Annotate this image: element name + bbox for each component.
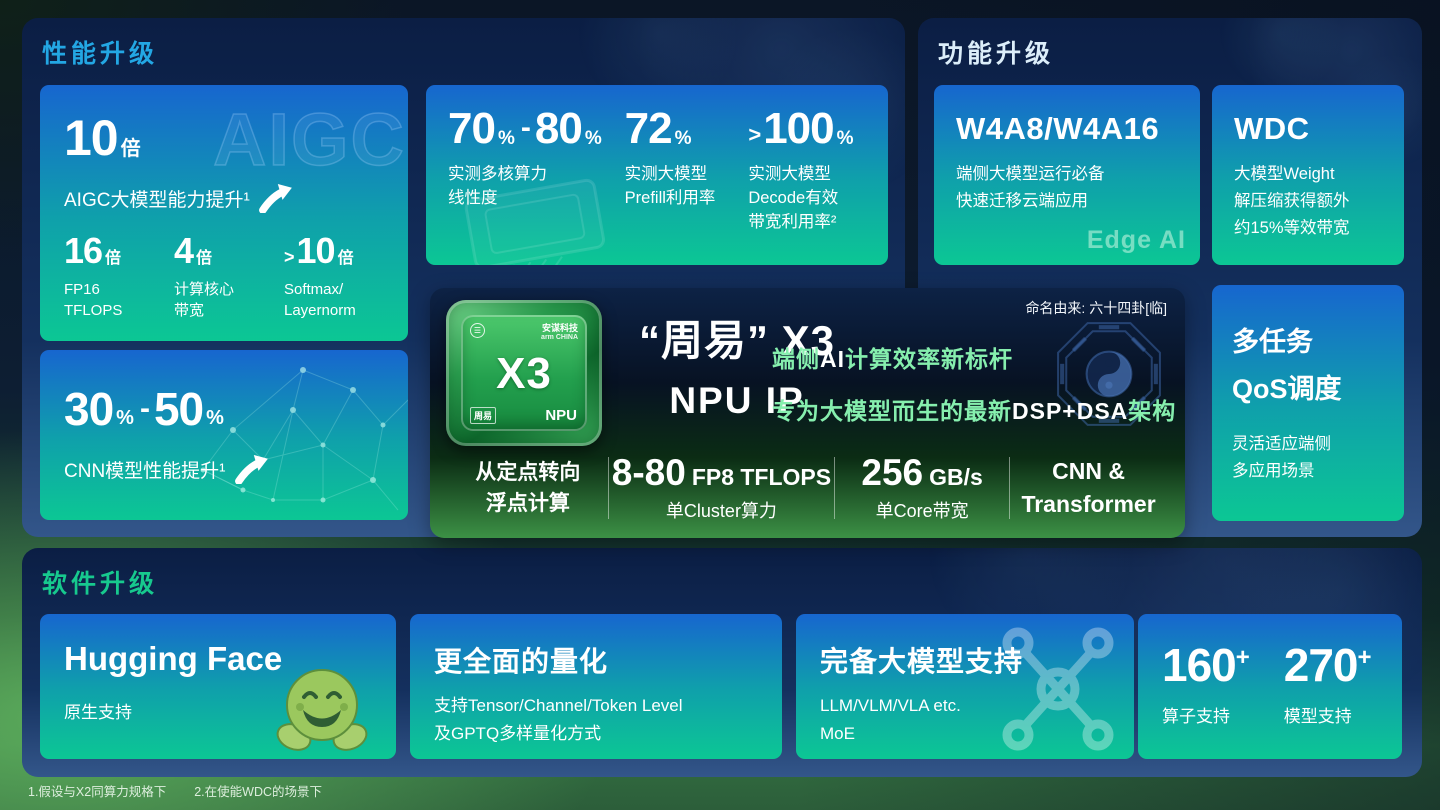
counts-row: 160 + 算子支持 270 + 模型支持 xyxy=(1162,642,1372,727)
chip-watermark xyxy=(464,178,606,265)
stat-divider xyxy=(834,457,836,519)
quantization-body: 支持Tensor/Channel/Token Level 及GPTQ多样量化方式 xyxy=(434,696,683,744)
big-model-body: LLM/VLM/VLA etc. MoE xyxy=(820,696,961,744)
stat-divider xyxy=(607,457,609,519)
big-model-title: 完备大模型支持 xyxy=(820,646,1024,677)
chip-brand: 安谋科技 arm CHINA xyxy=(541,323,578,342)
stat-float-computing: 从定点转向 浮点计算 xyxy=(475,460,581,516)
hugging-face-title: Hugging Face xyxy=(64,640,283,677)
qos-body: 灵活适应端侧 多应用场景 xyxy=(1232,435,1331,481)
cnn-uplift-card: 30% -50% CNN模型性能提升¹ xyxy=(40,350,408,520)
quantization-card: 更全面的量化 支持Tensor/Channel/Token Level 及GPT… xyxy=(410,614,782,759)
wdc-body: 大模型Weight 解压缩获得额外 约15%等效带宽 xyxy=(1234,165,1350,238)
footnotes: 1.假设与X2同算力规格下 2.在使能WDC的场景下 xyxy=(28,781,350,800)
stat-fp16: 16 倍 FP16 TFLOPS xyxy=(64,230,123,320)
chip-zhouyi-label: 周易 xyxy=(470,407,497,424)
chip-x3-label: X3 xyxy=(496,349,552,398)
tagline-2: 专为大模型而生的最新DSP+DSA架构 xyxy=(772,398,1177,424)
wdc-card: WDC 大模型Weight 解压缩获得额外 约15%等效带宽 xyxy=(1212,85,1404,265)
w4a8-title: W4A8/W4A16 xyxy=(956,111,1160,146)
stat-divider xyxy=(1009,457,1011,519)
performance-panel: 性能升级 AIGC 10 倍 AIGC大模型能力提升¹ 16 倍 FP16 TFLOP… xyxy=(22,18,905,537)
chip-logo-icon: ☰ xyxy=(470,323,485,338)
measured-columns: 70% -80% 实测多核算力 线性度 72% 实测大模型 Prefill利用率 >1… xyxy=(448,107,872,249)
x3-hero-card: 命名由来: 六十四卦[临] ☰ 安谋科技 arm CHINA X3 周易 NPU xyxy=(430,288,1185,538)
operator-count: 160 + 算子支持 xyxy=(1162,639,1250,726)
qos-title: 多任务 QoS调度 xyxy=(1232,327,1342,405)
hugging-face-icon xyxy=(276,669,368,751)
stat-cluster-tflops: 8-80 FP8 TFLOPS 单Cluster算力 xyxy=(611,451,832,521)
naming-origin: 命名由来: 六十四卦[临] xyxy=(1025,300,1167,316)
bagua-icon xyxy=(1057,322,1161,426)
measured-metrics-card: 70% -80% 实测多核算力 线性度 72% 实测大模型 Prefill利用率 >1… xyxy=(426,85,888,265)
aigc-label: AIGC大模型能力提升¹ xyxy=(64,189,250,211)
features-panel-title: 功能升级 xyxy=(938,40,1055,68)
hugging-face-label: 原生支持 xyxy=(64,703,132,722)
stat-softmax: >10 倍 Softmax/Layernorm xyxy=(284,230,356,320)
quantization-title: 更全面的量化 xyxy=(434,646,609,677)
cnn-label: CNN模型性能提升¹ xyxy=(64,460,226,482)
aigc-label-row: AIGC大模型能力提升¹ xyxy=(64,183,292,213)
edge-ai-watermark: Edge AI xyxy=(1086,226,1186,254)
hero-stats-row: 从定点转向 浮点计算 8-80 FP8 TFLOPS 单Cluster算力 256 G… xyxy=(448,451,1167,525)
counts-card: 160 + 算子支持 270 + 模型支持 xyxy=(1138,614,1402,759)
x3-chip-image: ☰ 安谋科技 arm CHINA X3 周易 NPU xyxy=(446,300,602,446)
aigc-multiplier: 10 倍 xyxy=(64,110,141,166)
software-panel-title: 软件升级 xyxy=(42,570,159,598)
aigc-watermark: AIGC xyxy=(212,97,406,182)
hugging-face-card: Hugging Face 原生支持 xyxy=(40,614,396,759)
chip-npu-label: NPU xyxy=(545,407,577,424)
arrow-up-right-icon xyxy=(234,454,268,484)
arrow-up-right-icon xyxy=(258,183,292,213)
software-panel: 软件升级 Hugging Face 原生支持 更全面的量化 支持Tensor/C… xyxy=(22,548,1422,777)
linearity-column: 70% -80% 实测多核算力 线性度 xyxy=(448,104,602,207)
tagline-1: 端侧AI计算效率新标杆 xyxy=(772,346,1013,372)
x3-chip-die: ☰ 安谋科技 arm CHINA X3 周易 NPU xyxy=(461,315,587,431)
stat-cnn-transformer: CNN & Transformer xyxy=(1021,457,1156,517)
stat-core-bandwidth: 256 GB/s 单Core带宽 xyxy=(861,451,983,521)
wdc-title: WDC xyxy=(1234,111,1310,146)
w4a8-card: W4A8/W4A16 端侧大模型运行必备 快速迁移云端应用 Edge AI xyxy=(934,85,1200,265)
big-model-card: 完备大模型支持 LLM/VLM/VLA etc. MoE xyxy=(796,614,1134,759)
molecule-icon xyxy=(1002,627,1114,751)
model-count: 270 + 模型支持 xyxy=(1283,639,1372,726)
product-subtitle: NPU IP xyxy=(669,380,805,421)
footnote-1: 1.假设与X2同算力规格下 xyxy=(28,785,167,799)
w4a8-body: 端侧大模型运行必备 快速迁移云端应用 xyxy=(956,165,1105,211)
qos-card: 多任务 QoS调度 灵活适应端侧 多应用场景 xyxy=(1212,285,1404,521)
performance-panel-title: 性能升级 xyxy=(42,40,159,68)
footnote-2: 2.在使能WDC的场景下 xyxy=(194,785,322,799)
plexus-decoration xyxy=(200,367,408,511)
cnn-label-row: CNN模型性能提升¹ xyxy=(64,454,268,484)
cnn-range: 30% -50% xyxy=(64,383,224,435)
product-title: “周易” X3 xyxy=(638,317,836,364)
prefill-column: 72% 实测大模型 Prefill利用率 xyxy=(624,104,716,207)
decode-column: >100% 实测大模型 Decode有效 带宽利用率² xyxy=(748,104,854,231)
